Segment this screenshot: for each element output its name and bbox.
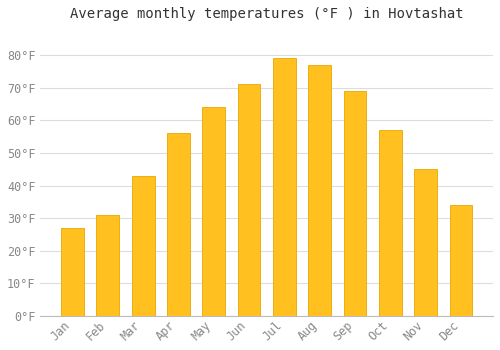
Bar [379,130,402,316]
Bar [450,205,472,316]
Bar [202,107,225,316]
Bar [273,58,296,316]
Bar [61,228,84,316]
Bar [308,65,331,316]
Bar [414,169,437,316]
Bar [167,133,190,316]
Bar [132,176,154,316]
Bar [238,84,260,316]
Title: Average monthly temperatures (°F ) in Hovtashat: Average monthly temperatures (°F ) in Ho… [70,7,464,21]
Bar [344,91,366,316]
Bar [96,215,119,316]
